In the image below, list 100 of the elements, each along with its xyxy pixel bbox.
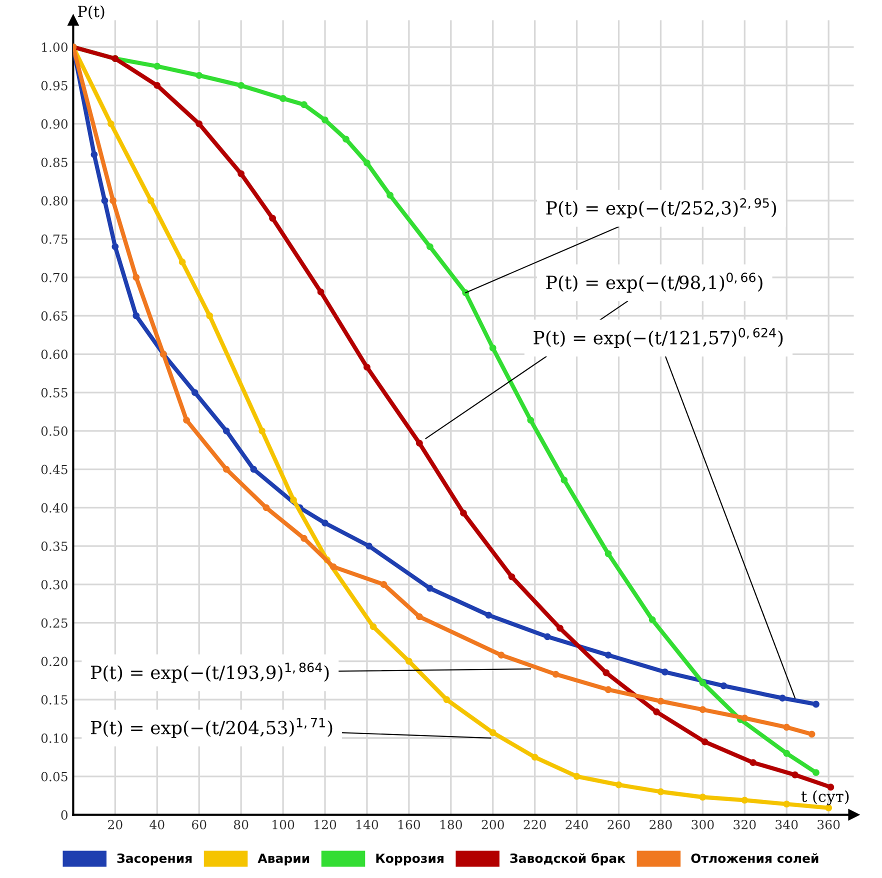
x-tick-label: 60 xyxy=(192,820,206,830)
point xyxy=(290,496,297,504)
point xyxy=(699,794,706,801)
point xyxy=(604,550,612,558)
point xyxy=(426,243,434,250)
point xyxy=(808,730,816,738)
x-tick-label: 240 xyxy=(566,820,588,830)
point xyxy=(154,82,161,89)
y-tick-label: 0.75 xyxy=(41,234,68,244)
point xyxy=(183,416,190,424)
point xyxy=(196,72,203,79)
point xyxy=(443,696,450,704)
point xyxy=(778,694,786,702)
point xyxy=(262,504,270,512)
point xyxy=(90,151,98,158)
point xyxy=(508,573,516,580)
point xyxy=(783,800,790,808)
x-tick-label: 360 xyxy=(818,820,840,830)
point xyxy=(699,679,706,686)
point xyxy=(147,197,154,204)
point xyxy=(222,466,230,473)
y-tick-label: 0.35 xyxy=(41,542,68,552)
point xyxy=(604,652,612,659)
point xyxy=(322,116,328,124)
legend-label: Аварии xyxy=(258,854,310,866)
point xyxy=(460,510,467,517)
y-tick-label: 0.90 xyxy=(41,119,68,129)
legend-label: Коррозия xyxy=(376,854,444,866)
x-tick-label: 180 xyxy=(440,820,462,830)
point xyxy=(556,624,564,632)
point xyxy=(661,668,668,676)
point xyxy=(110,197,117,204)
annotation: P(t) = exp(−(t/98,1)$^{0,66}$) xyxy=(546,272,762,293)
point xyxy=(132,274,140,281)
point xyxy=(206,312,214,320)
point xyxy=(657,788,664,796)
point xyxy=(132,312,140,320)
point xyxy=(370,623,377,630)
point xyxy=(531,754,538,761)
point xyxy=(489,344,496,352)
point xyxy=(322,520,328,527)
point xyxy=(196,120,203,128)
x-tick-label: 200 xyxy=(482,820,504,830)
point xyxy=(317,288,324,296)
point xyxy=(573,772,580,780)
point xyxy=(489,729,496,736)
x-tick-label: 340 xyxy=(776,820,798,830)
y-tick-label: 0 xyxy=(61,810,68,820)
point xyxy=(648,616,656,624)
y-tick-label: 0.45 xyxy=(41,464,68,474)
point xyxy=(416,613,423,620)
x-tick-label: 140 xyxy=(356,820,378,830)
point xyxy=(527,416,534,424)
point xyxy=(812,700,820,708)
point xyxy=(154,62,161,70)
point xyxy=(178,258,186,266)
y-tick-label: 0.20 xyxy=(41,656,68,666)
point xyxy=(238,82,245,89)
point xyxy=(250,466,258,473)
point xyxy=(300,534,308,542)
annotation: P(t) = exp(−(t/193,9)$^{1,864}$) xyxy=(90,662,329,683)
x-tick-label: 280 xyxy=(650,820,672,830)
y-tick-label: 0.30 xyxy=(41,580,68,590)
x-axis-title: t (сут) xyxy=(801,790,849,806)
point xyxy=(342,136,350,143)
point xyxy=(615,781,622,788)
annotation: P(t) = exp(−(t/252,3)$^{2,95}$) xyxy=(546,198,776,218)
point xyxy=(280,95,287,102)
point xyxy=(699,706,706,714)
point xyxy=(812,769,820,776)
y-tick-label: 0.05 xyxy=(41,772,68,782)
point xyxy=(222,427,230,434)
x-tick-label: 320 xyxy=(734,820,756,830)
point xyxy=(783,750,790,757)
point xyxy=(552,670,560,678)
y-tick-label: 0.50 xyxy=(41,426,68,436)
point xyxy=(363,364,370,371)
point xyxy=(416,440,423,447)
x-tick-label: 40 xyxy=(150,820,164,830)
x-tick-label: 220 xyxy=(524,820,546,830)
point xyxy=(366,542,373,550)
x-tick-label: 300 xyxy=(692,820,714,830)
point xyxy=(544,633,551,640)
point xyxy=(604,686,612,694)
x-tick-label: 260 xyxy=(608,820,630,830)
y-tick-label: 0.60 xyxy=(41,350,68,360)
y-tick-label: 0.70 xyxy=(41,272,68,282)
point xyxy=(108,120,114,128)
point xyxy=(560,476,568,484)
legend-label: Отложения солей xyxy=(691,853,818,863)
annotation: P(t) = exp(−(t/204,53)$^{1,71}$) xyxy=(90,718,332,738)
point xyxy=(101,197,108,204)
point xyxy=(602,669,610,676)
y-tick-label: 0.65 xyxy=(41,311,68,321)
point xyxy=(498,652,505,659)
y-tick-label: 0.40 xyxy=(41,503,68,513)
point xyxy=(238,170,245,178)
point xyxy=(269,214,276,222)
point xyxy=(191,389,198,396)
x-tick-label: 120 xyxy=(314,820,336,830)
